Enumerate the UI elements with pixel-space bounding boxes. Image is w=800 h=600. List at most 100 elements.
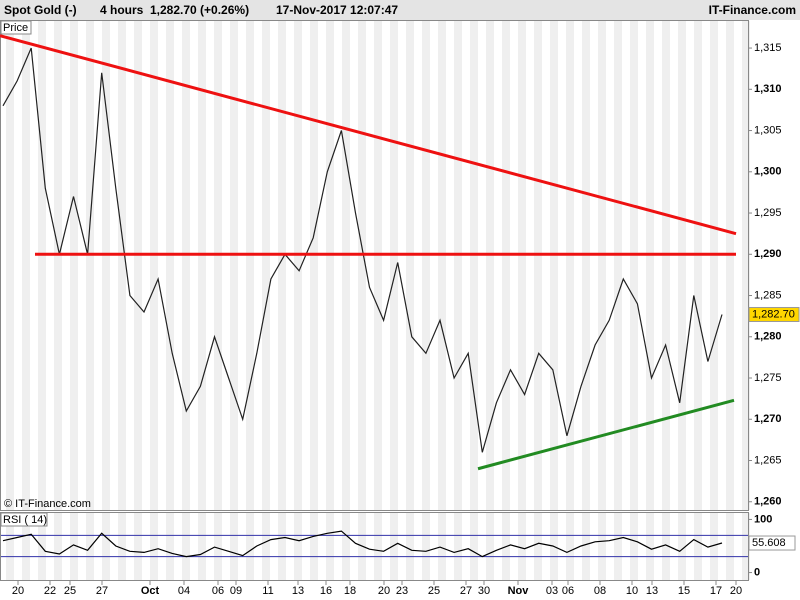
trendline (477, 398, 735, 471)
x-tick-label: 04 (178, 585, 190, 597)
stripe (22, 513, 30, 580)
stripe (118, 513, 126, 580)
x-tick-label: 22 (44, 585, 56, 597)
x-tick-label: 06 (212, 585, 224, 597)
stripe (678, 21, 686, 510)
stripe (182, 21, 190, 510)
stripe (486, 513, 494, 580)
stripe (166, 513, 174, 580)
stripe (230, 21, 238, 510)
last-price-box (748, 306, 800, 322)
stripe (630, 21, 638, 510)
stripe (262, 513, 270, 580)
stripe (742, 513, 750, 580)
stripe (246, 513, 254, 580)
y-tick-label: 1,260 (754, 496, 782, 508)
stripe (6, 21, 14, 510)
stripe (598, 513, 606, 580)
y-tick-label: 1,290 (754, 248, 782, 260)
timestamp: 17-Nov-2017 12:07:47 (276, 3, 398, 17)
stripe (614, 21, 622, 510)
stripe (646, 513, 654, 580)
x-tick-label: Nov (508, 585, 530, 597)
x-tick-label: 03 (546, 585, 558, 597)
instrument: Spot Gold (-) (4, 3, 77, 17)
brand: IT-Finance.com (709, 3, 796, 17)
rsi-label: RSI ( 14) (3, 514, 47, 526)
stripe (694, 513, 702, 580)
stripe (358, 21, 366, 510)
x-tick-label: 06 (562, 585, 574, 597)
stripe (518, 513, 526, 580)
stripe (726, 21, 734, 510)
series-line (2, 47, 723, 453)
series-line (2, 530, 723, 558)
stripe (134, 513, 142, 580)
stripe (550, 21, 558, 510)
stripe (566, 513, 574, 580)
stripe (198, 21, 206, 510)
x-tick-label: 13 (646, 585, 658, 597)
stripe (422, 21, 430, 510)
x-tick-label: 17 (710, 585, 722, 597)
stripe (502, 21, 510, 510)
stripe (470, 21, 478, 510)
x-tick-label: 18 (344, 585, 356, 597)
stripe (342, 21, 350, 510)
price-panel (0, 20, 749, 511)
stripe (38, 21, 46, 510)
stripe (694, 21, 702, 510)
stripe (326, 513, 334, 580)
y-tick-label: 1,295 (754, 207, 782, 219)
stripe (214, 21, 222, 510)
stripe (390, 513, 398, 580)
stripe (70, 21, 78, 510)
x-tick-label: 09 (230, 585, 242, 597)
last-price-label: 1,282.70 (752, 308, 795, 320)
stripe (582, 21, 590, 510)
stripe (710, 21, 718, 510)
stripe (102, 513, 110, 580)
stripe (470, 513, 478, 580)
stripe (342, 513, 350, 580)
x-tick-label: 13 (292, 585, 304, 597)
stripe (246, 21, 254, 510)
x-tick-label: Oct (141, 585, 160, 597)
stripe (294, 21, 302, 510)
quote: 1,282.70 (+0.26%) (150, 3, 249, 17)
stripe (54, 21, 62, 510)
stripe (630, 513, 638, 580)
stripe (278, 513, 286, 580)
stripe (70, 513, 78, 580)
stripe (454, 513, 462, 580)
watermark: © IT-Finance.com (4, 498, 91, 510)
y-tick-label: 0 (754, 566, 760, 578)
stripe (742, 21, 750, 510)
stripe (22, 21, 30, 510)
x-tick-label: 20 (378, 585, 390, 597)
stripe (662, 21, 670, 510)
stripe (534, 21, 542, 510)
stripe (422, 513, 430, 580)
header-bar (0, 0, 800, 20)
x-tick-label: 30 (478, 585, 490, 597)
stripe (230, 513, 238, 580)
y-tick-label: 1,265 (754, 454, 782, 466)
y-tick-label: 1,285 (754, 289, 782, 301)
stripe (598, 21, 606, 510)
y-tick-label: 1,310 (754, 83, 782, 95)
stripe (646, 21, 654, 510)
rsi-value-box (748, 535, 796, 551)
stripe (662, 513, 670, 580)
stripe (150, 21, 158, 510)
stripe (198, 513, 206, 580)
stripe (118, 21, 126, 510)
interval: 4 hours (100, 3, 144, 17)
stripe (134, 21, 142, 510)
x-tick-label: 10 (626, 585, 638, 597)
rsi-label-box (0, 512, 48, 527)
stripe (534, 513, 542, 580)
stripe (150, 513, 158, 580)
stripe (310, 513, 318, 580)
stripe (390, 21, 398, 510)
